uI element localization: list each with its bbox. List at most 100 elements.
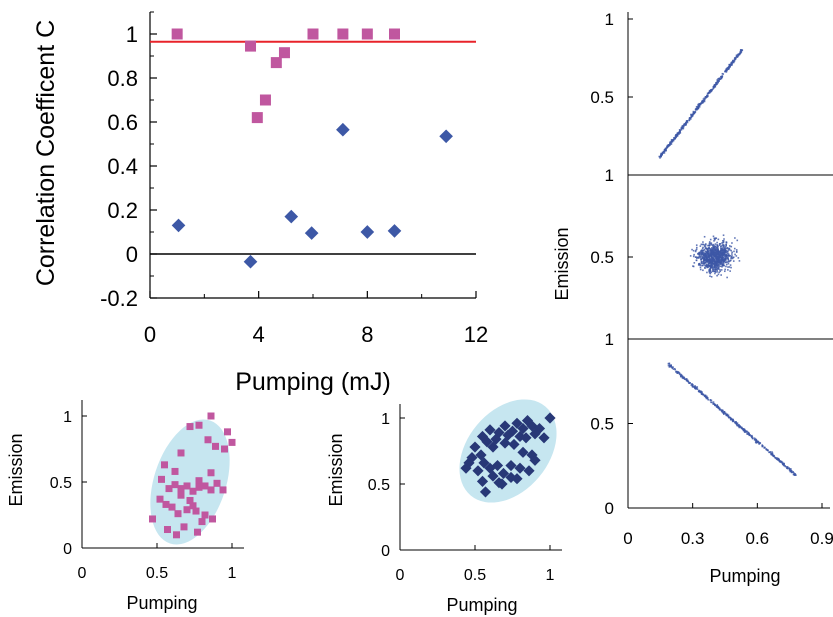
right-data-point bbox=[723, 255, 726, 258]
right-data-point bbox=[725, 241, 728, 243]
right-data-point bbox=[768, 451, 770, 454]
right-data-point bbox=[759, 441, 761, 444]
right-data-point bbox=[715, 248, 718, 251]
right-data-point bbox=[697, 253, 699, 255]
inset-data-point bbox=[228, 438, 236, 446]
right-data-point bbox=[703, 248, 706, 251]
main-data-point bbox=[336, 122, 350, 137]
right-data-point bbox=[710, 263, 713, 265]
right-data-point bbox=[712, 268, 715, 271]
main-data-point bbox=[361, 28, 373, 40]
right-data-point bbox=[699, 268, 702, 271]
right-data-point bbox=[713, 248, 715, 250]
right-data-point bbox=[695, 244, 698, 246]
right-x-axis-label: Pumping bbox=[709, 566, 780, 586]
right-data-point bbox=[710, 401, 712, 404]
right-data-point bbox=[719, 265, 722, 268]
right-data-point bbox=[713, 251, 716, 253]
main-x-tick-label: 4 bbox=[253, 322, 265, 347]
right-data-point bbox=[679, 132, 682, 134]
right-data-point bbox=[708, 262, 710, 264]
right-data-point bbox=[725, 257, 728, 260]
right-data-point bbox=[732, 420, 735, 422]
right-data-point bbox=[726, 255, 728, 257]
right-data-point bbox=[707, 253, 709, 256]
right-data-point bbox=[770, 453, 773, 456]
right-data-point bbox=[723, 257, 726, 260]
right-data-point bbox=[711, 270, 714, 273]
right-data-point bbox=[682, 125, 685, 127]
right-data-point bbox=[738, 52, 741, 55]
right-data-point bbox=[672, 139, 675, 142]
right-data-point bbox=[701, 250, 703, 253]
right-data-point bbox=[726, 247, 729, 250]
right-data-point bbox=[663, 150, 666, 153]
right-data-point bbox=[707, 254, 709, 257]
right-data-point bbox=[745, 430, 748, 433]
right-data-point bbox=[674, 138, 676, 140]
main-y-ticks: -0.2 0 0.2 0.4 0.6 0.8 1 bbox=[100, 11, 157, 311]
right-data-point bbox=[678, 372, 680, 374]
inset-data-point bbox=[186, 496, 194, 504]
right-data-point bbox=[780, 461, 783, 464]
right-data-point bbox=[710, 399, 713, 402]
right-data-point bbox=[711, 244, 713, 246]
right-data-point bbox=[710, 257, 712, 260]
right-data-point bbox=[735, 423, 738, 425]
right-data-point bbox=[673, 367, 676, 370]
right-data-point bbox=[702, 255, 705, 257]
right-data-point bbox=[714, 404, 717, 407]
right-data-point bbox=[713, 85, 716, 88]
right-data-point bbox=[670, 143, 673, 145]
right-data-point bbox=[696, 388, 699, 391]
right-data-point bbox=[721, 247, 724, 250]
right-data-point bbox=[713, 237, 716, 240]
right-data-point bbox=[710, 89, 713, 91]
inset-middle-chart: 0 0.5 1 0 0.5 1 Pumping Emission bbox=[326, 399, 562, 615]
right-data-point bbox=[709, 91, 712, 93]
right-data-point bbox=[661, 153, 663, 155]
right-data-point bbox=[697, 103, 700, 106]
right-data-point bbox=[700, 251, 703, 254]
right-data-point bbox=[774, 456, 776, 459]
right-data-point bbox=[727, 249, 730, 251]
right-data-point bbox=[723, 260, 726, 263]
right-data-point bbox=[704, 250, 707, 253]
inset-data-point bbox=[476, 475, 489, 487]
right-data-point bbox=[725, 265, 727, 268]
right-data-point bbox=[701, 251, 703, 254]
right-data-point bbox=[721, 254, 724, 256]
right-data-point bbox=[711, 249, 713, 251]
right-data-point bbox=[746, 433, 748, 435]
right-data-point bbox=[707, 251, 710, 254]
inset-data-point bbox=[521, 415, 534, 427]
right-data-point bbox=[704, 261, 707, 264]
right-data-point bbox=[686, 120, 688, 122]
right-data-point bbox=[692, 249, 695, 252]
right-data-point bbox=[714, 245, 717, 248]
right-data-point bbox=[730, 245, 733, 248]
right-data-point bbox=[711, 266, 714, 269]
right-data-point bbox=[660, 155, 662, 157]
right-data-point bbox=[694, 111, 696, 113]
right-data-point bbox=[707, 92, 710, 94]
right-data-point bbox=[688, 382, 691, 385]
right-data-point bbox=[659, 157, 661, 159]
right-data-point bbox=[763, 447, 765, 449]
main-y-tick-label: 0.8 bbox=[107, 66, 138, 91]
inset-data-point bbox=[189, 487, 197, 495]
right-data-point bbox=[716, 274, 718, 277]
inset-data-point bbox=[224, 428, 231, 436]
right-data-point bbox=[688, 117, 691, 120]
right-data-point bbox=[693, 385, 696, 388]
right-data-point bbox=[727, 65, 730, 68]
right-data-point bbox=[702, 249, 704, 252]
right-data-point bbox=[727, 253, 730, 255]
right-data-point bbox=[715, 255, 717, 258]
right-data-point bbox=[720, 252, 723, 255]
main-y-tick-label: 0.6 bbox=[107, 110, 138, 135]
right-data-point bbox=[715, 267, 718, 269]
right-data-point bbox=[712, 266, 715, 268]
right-data-point bbox=[702, 393, 704, 396]
